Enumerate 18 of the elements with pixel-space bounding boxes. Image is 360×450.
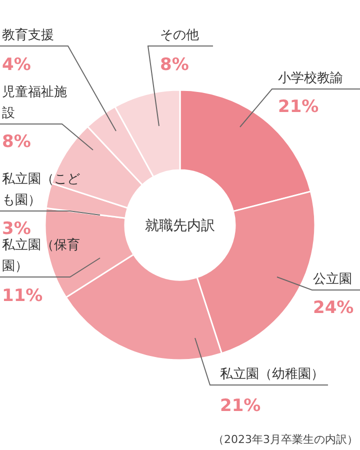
data-label: 11% [2, 286, 43, 306]
slice-label: 公立園 [313, 271, 352, 287]
slice-label: 児童福祉施設 [2, 84, 67, 121]
data-label: 8% [2, 132, 31, 152]
data-label: 3% [2, 219, 31, 239]
slice-label: 教育支援 [2, 27, 54, 43]
data-label: 21% [220, 396, 261, 416]
text: （2023年3月卒業生の内訳） [213, 433, 358, 446]
slice-label: 私立園（幼稚園） [220, 366, 324, 382]
slice-label: その他 [160, 28, 199, 43]
data-label: 24% [313, 298, 354, 318]
data-label: 21% [278, 97, 319, 117]
data-label: 8% [160, 55, 189, 75]
data-label: 4% [2, 55, 31, 75]
slice-label: 私立園（こども園） [2, 171, 80, 208]
slice-label: 小学校教諭 [278, 71, 343, 86]
slice-label: 私立園（保育園） [2, 237, 80, 274]
text: 就職先内訳 [145, 218, 215, 234]
